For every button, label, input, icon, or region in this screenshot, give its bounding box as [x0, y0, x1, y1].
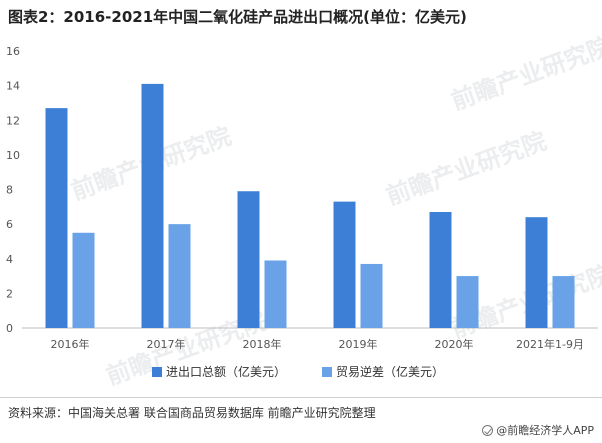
bar	[237, 191, 260, 328]
brand-credit: @前瞻经济学人APP	[482, 422, 594, 438]
bar	[552, 276, 575, 328]
bar	[45, 108, 68, 328]
bar	[72, 232, 95, 328]
footer: 资料来源：中国海关总署 联合国商品贸易数据库 前瞻产业研究院整理 @前瞻经济学人…	[0, 397, 602, 443]
x-tick-label: 2019年	[339, 337, 378, 351]
bar	[141, 83, 164, 328]
y-tick-label: 4	[6, 253, 13, 266]
y-tick-label: 0	[6, 322, 13, 335]
bar	[168, 224, 191, 328]
y-tick-label: 2	[6, 287, 13, 300]
y-tick-label: 14	[6, 80, 20, 93]
y-tick-label: 8	[6, 184, 13, 197]
brand-text: @前瞻经济学人APP	[496, 424, 594, 437]
bar	[264, 260, 287, 328]
x-tick-label: 2016年	[51, 337, 90, 351]
bar	[525, 217, 548, 328]
legend-label: 贸易逆差（亿美元）	[336, 364, 444, 379]
brand-logo-icon	[482, 424, 494, 436]
y-tick-label: 6	[6, 218, 13, 231]
bar	[360, 263, 383, 328]
x-tick-label: 2017年	[147, 337, 186, 351]
bar	[333, 201, 356, 328]
watermark-text: 前瞻产业研究院	[447, 32, 602, 116]
bar	[456, 276, 479, 328]
legend-label: 进出口总额（亿美元）	[166, 364, 286, 379]
bars-layer	[45, 83, 575, 328]
x-tick-label: 2018年	[243, 337, 282, 351]
bar-chart: 前瞻产业研究院前瞻产业研究院前瞻产业研究院前瞻产业研究院前瞻产业研究院 0246…	[6, 32, 602, 391]
x-tick-label: 2020年	[435, 337, 474, 351]
x-tick-label: 2021年1-9月	[516, 337, 584, 351]
y-tick-label: 16	[6, 45, 20, 58]
watermark-text: 前瞻产业研究院	[382, 127, 549, 211]
chart-title: 图表2：2016-2021年中国二氧化硅产品进出口概况(单位：亿美元)	[8, 8, 467, 26]
bar	[429, 212, 452, 328]
y-axis: 0 2 4 6 8 10 12 14 16	[6, 45, 20, 335]
y-tick-label: 10	[6, 149, 20, 162]
y-tick-label: 12	[6, 114, 20, 127]
x-axis: 2016年 2017年 2018年 2019年 2020年 2021年1-9月	[51, 337, 584, 351]
legend-swatch	[152, 367, 162, 377]
legend: 进出口总额（亿美元） 贸易逆差（亿美元）	[152, 364, 444, 379]
legend-swatch	[322, 367, 332, 377]
source-note: 资料来源：中国海关总署 联合国商品贸易数据库 前瞻产业研究院整理	[8, 406, 376, 420]
